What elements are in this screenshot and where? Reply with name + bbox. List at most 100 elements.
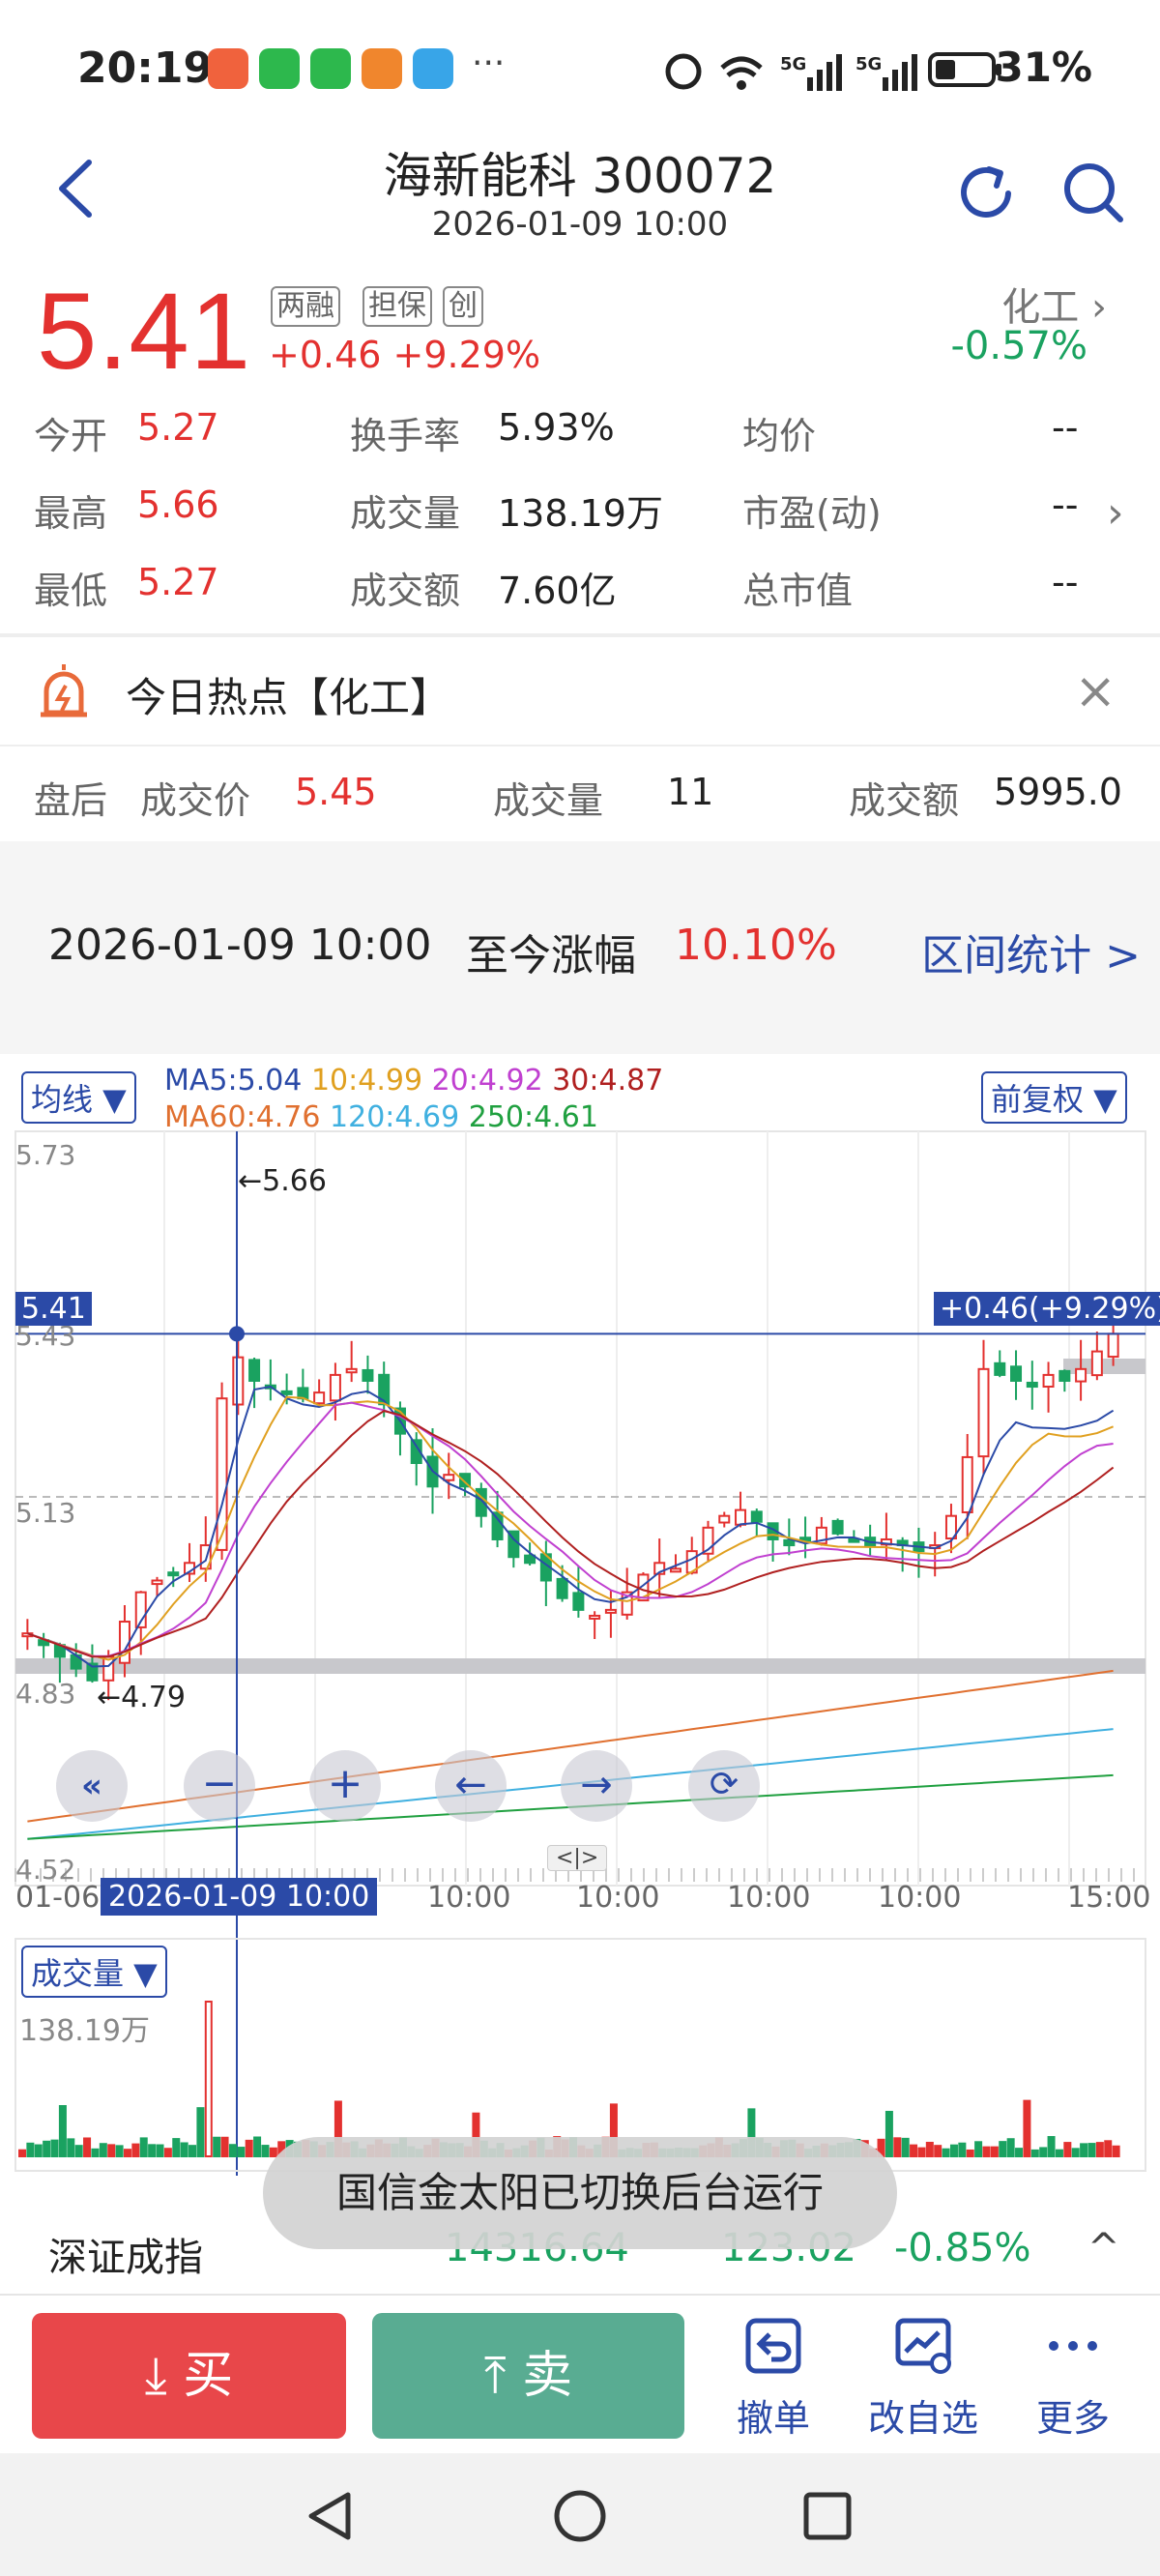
rotate-screen-button[interactable]: ⟳ (688, 1750, 760, 1822)
volume-bar (50, 2139, 59, 2158)
range-stats-link[interactable]: 区间统计 > (921, 931, 1141, 981)
after-hours-row: 盘后 成交价 5.45 成交量 11 成交额 5995.0 (0, 745, 1160, 841)
back-icon[interactable] (48, 155, 106, 222)
candle-body (735, 1508, 747, 1526)
candle-body (167, 1571, 180, 1577)
x-label: 10:00 (576, 1881, 660, 1915)
ma60-label: MA60:4.76 (164, 1100, 321, 1134)
amount-label: 成交额 (350, 570, 461, 612)
candle-body (248, 1359, 261, 1382)
index-name: 深证成指 (48, 2236, 203, 2280)
nav-back-icon[interactable] (302, 2487, 360, 2545)
ma-line-ma20 (27, 1401, 1114, 1657)
candle-body (589, 1614, 601, 1620)
volume-bar (99, 2143, 107, 2157)
candle-body (1042, 1373, 1055, 1389)
adjust-select-button[interactable]: 前复权 ▼ (981, 1071, 1127, 1124)
low-marker: ←4.79 (97, 1681, 186, 1714)
divider (0, 633, 1160, 637)
app-notification-icon (362, 48, 402, 89)
volume-bar (172, 2138, 181, 2157)
ma-select-button[interactable]: 均线 ▼ (21, 1071, 136, 1124)
close-icon[interactable]: × (1074, 662, 1116, 720)
zoom-in-button[interactable]: + (309, 1750, 381, 1822)
industry-name: 化工 (1001, 285, 1080, 330)
sell-button[interactable]: ⤒ 卖 (372, 2313, 684, 2439)
hot-topic-banner[interactable]: 今日热点【化工】 × (0, 638, 1160, 745)
candle-body (329, 1373, 341, 1402)
price-change: +0.46 +9.29% (269, 334, 541, 376)
avg-price-value: -- (1052, 406, 1079, 449)
high-value: 5.66 (137, 483, 219, 526)
volume-bar (1071, 2148, 1080, 2157)
after-amount-label: 成交额 (849, 779, 960, 822)
drag-handle[interactable]: <|> (547, 1845, 608, 1871)
system-nav-bar (0, 2453, 1160, 2576)
edit-watchlist-label: 改自选 (867, 2397, 978, 2440)
candle-body (280, 1390, 293, 1395)
volume-bar (245, 2139, 253, 2158)
tag-chinext: 创 (443, 286, 483, 327)
candle-body (232, 1356, 245, 1406)
expand-quote-icon[interactable]: › (1107, 488, 1124, 538)
battery-percent: 31% (995, 44, 1092, 91)
candle-body (944, 1514, 957, 1540)
candle-body (621, 1591, 633, 1616)
after-price-label: 成交价 (140, 779, 251, 822)
pan-left-button[interactable]: ← (435, 1750, 507, 1822)
svg-text:5G: 5G (856, 54, 882, 74)
volume-bar (949, 2144, 958, 2157)
turnover-value: 5.93% (498, 406, 615, 449)
candle-body (134, 1591, 147, 1628)
candle-body (410, 1439, 422, 1465)
buy-button[interactable]: ⤓ 买 (32, 2313, 346, 2439)
candle-body (151, 1579, 163, 1586)
candle-body (345, 1367, 358, 1374)
index-pct: -0.85% (894, 2226, 1031, 2270)
candle-body (815, 1526, 827, 1545)
more-button[interactable]: 更多 (1010, 2315, 1136, 2442)
rewind-button[interactable]: « (56, 1750, 128, 1822)
tag-collateral: 担保 (362, 286, 432, 327)
nav-home-icon[interactable] (551, 2487, 609, 2545)
candle-body (669, 1567, 682, 1573)
x-label: 15:00 (1067, 1881, 1151, 1915)
volume-bar (261, 2145, 270, 2158)
y-label: 5.13 (15, 1497, 76, 1529)
volume-bar (925, 2141, 934, 2157)
status-bar: 20:19 ··· 5G 5G 31% (0, 0, 1160, 135)
x-label: 10:00 (727, 1881, 811, 1915)
search-icon[interactable] (1058, 160, 1126, 227)
volume-value: 138.19万 (498, 492, 663, 535)
volume-bar (1015, 2148, 1024, 2157)
volume-bar (1030, 2149, 1039, 2158)
volume-bar (253, 2136, 262, 2158)
volume-select-button[interactable]: 成交量 ▼ (21, 1946, 167, 1998)
hot-topic-text: 今日热点【化工】 (126, 674, 451, 721)
buy-icon: ⤓ (144, 2347, 184, 2405)
y-label: 5.73 (15, 1139, 76, 1171)
volume-bar (18, 2149, 26, 2158)
volume-bar (917, 2147, 926, 2158)
industry-link[interactable]: 化工 › (1001, 276, 1107, 332)
cancel-order-icon (745, 2318, 801, 2374)
volume-bar (884, 2110, 893, 2158)
zoom-out-button[interactable]: − (184, 1750, 255, 1822)
refresh-icon[interactable] (952, 160, 1020, 227)
edit-watchlist-icon (895, 2318, 951, 2374)
pan-right-button[interactable]: → (561, 1750, 632, 1822)
open-value: 5.27 (137, 406, 219, 449)
kline-chart[interactable]: 均线 ▼ 前复权 ▼ MA5:5.04 10:4.99 20:4.92 30:4… (0, 1054, 1160, 2176)
expand-up-icon[interactable]: ^ (1088, 2226, 1120, 2270)
candle-body (491, 1511, 504, 1540)
volume-bar (1039, 2147, 1048, 2157)
x-label: 10:00 (427, 1881, 511, 1915)
edit-watchlist-button[interactable]: 改自选 (860, 2315, 986, 2442)
candle-body (443, 1474, 455, 1481)
cancel-order-button[interactable]: 撤单 (710, 2315, 836, 2442)
nav-recents-icon[interactable] (798, 2487, 856, 2545)
chart-frame (14, 1130, 1146, 1887)
pe-label: 市盈(动) (742, 492, 882, 535)
volume-bar (1063, 2142, 1072, 2157)
kline-svg[interactable] (0, 1054, 1160, 2176)
